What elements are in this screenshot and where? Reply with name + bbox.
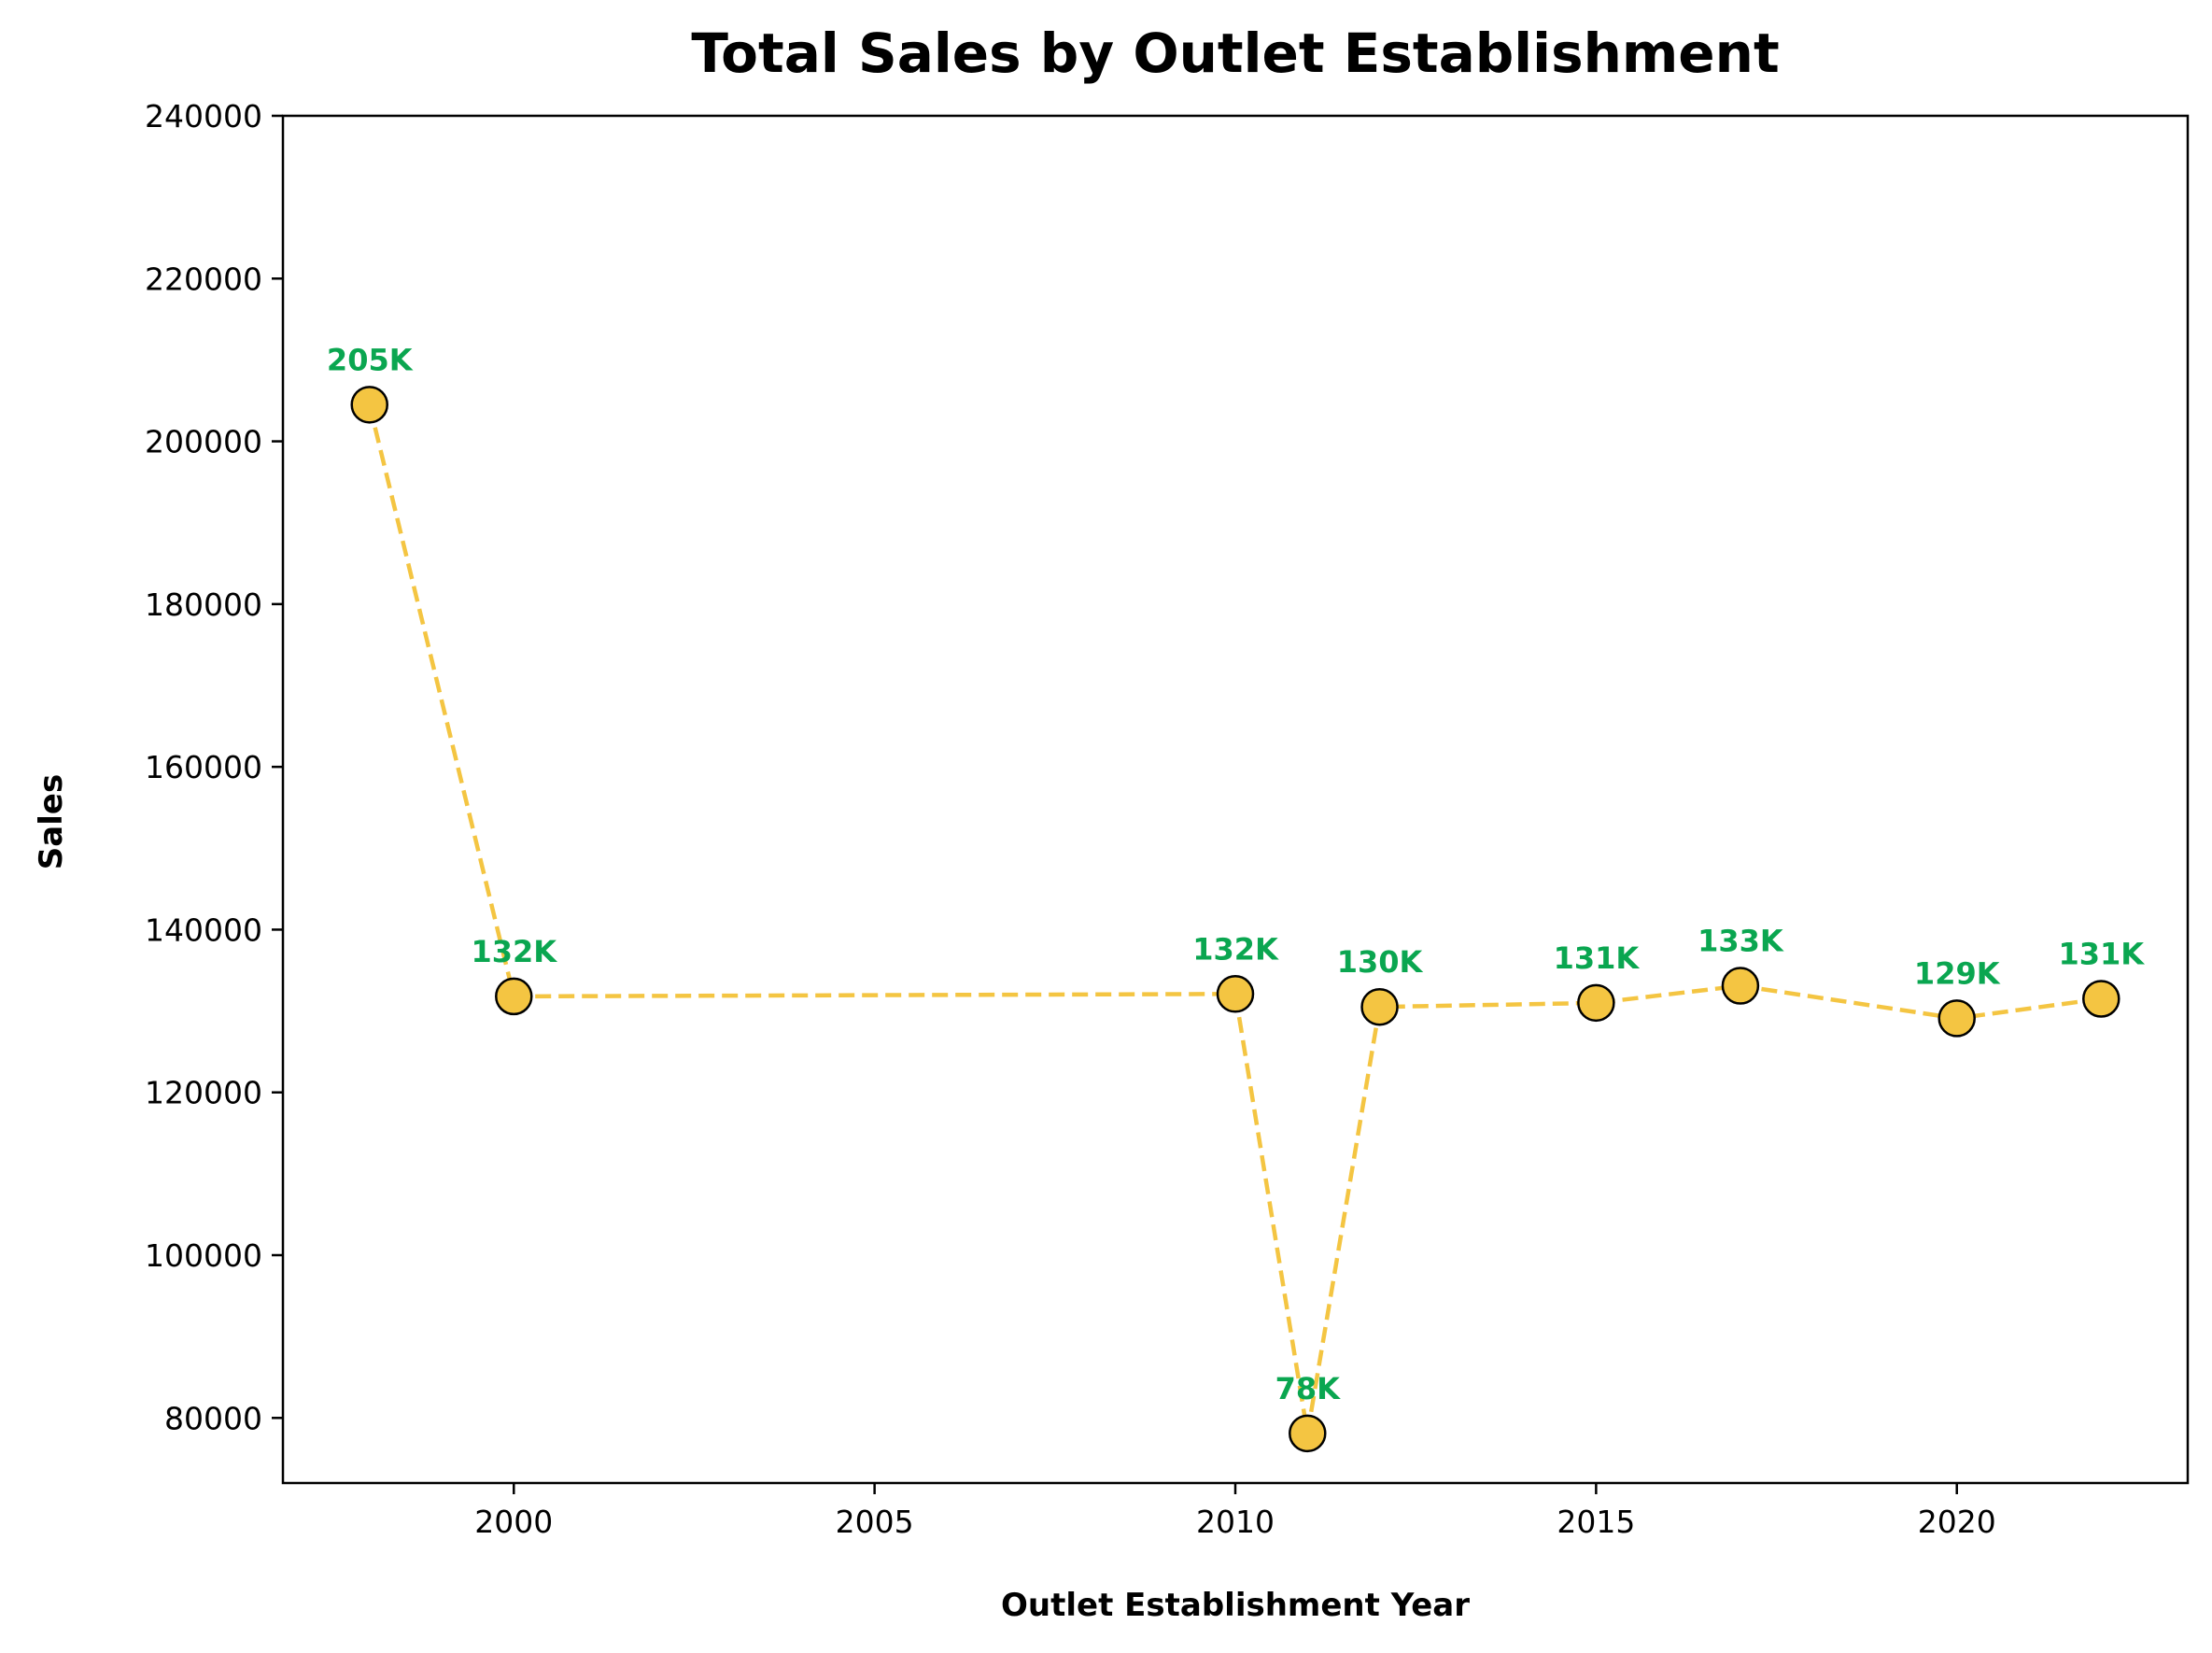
data-label: 205K	[327, 342, 414, 377]
y-tick-label: 240000	[145, 98, 262, 134]
data-point	[2082, 980, 2120, 1018]
data-point	[350, 386, 388, 424]
x-tick-label: 2005	[836, 1504, 914, 1540]
x-tick-label: 2000	[474, 1504, 553, 1540]
data-label: 129K	[1914, 955, 2001, 991]
data-point	[1360, 987, 1399, 1026]
data-point	[1216, 975, 1255, 1013]
x-tick-label: 2010	[1196, 1504, 1275, 1540]
series-line	[367, 403, 2102, 1436]
data-point	[1577, 983, 1615, 1023]
y-tick-label: 220000	[145, 261, 262, 297]
data-point	[1721, 967, 1760, 1005]
data-label: 133K	[1698, 924, 1784, 959]
data-label: 131K	[1554, 940, 1641, 976]
y-tick-label: 140000	[145, 911, 262, 948]
data-label: 78K	[1275, 1371, 1342, 1406]
data-label: 132K	[1192, 931, 1279, 967]
x-tick-label: 2020	[1918, 1504, 1996, 1540]
data-point	[495, 977, 533, 1016]
data-point	[1937, 999, 1976, 1038]
y-tick-label: 200000	[145, 424, 262, 460]
y-tick-label: 100000	[145, 1237, 262, 1274]
plot-frame	[281, 114, 2190, 1485]
data-label: 130K	[1337, 944, 1424, 980]
data-label: 132K	[471, 934, 557, 969]
x-tick-label: 2015	[1557, 1504, 1635, 1540]
y-tick-label: 120000	[145, 1075, 262, 1111]
plot-area: 2000 2005 2010 2015 2020 80000 100000 120000 140…	[145, 98, 2190, 1540]
data-point	[1289, 1414, 1327, 1453]
y-tick-label: 180000	[145, 586, 262, 623]
y-axis-label: Sales	[33, 774, 70, 869]
x-axis-label: Outlet Establishment Year	[1001, 1587, 1470, 1624]
data-label: 131K	[2058, 937, 2145, 972]
y-tick-label: 160000	[145, 749, 262, 785]
chart-title: Total Sales by Outlet Establishment	[691, 21, 1779, 85]
y-tick-label: 80000	[164, 1400, 262, 1436]
